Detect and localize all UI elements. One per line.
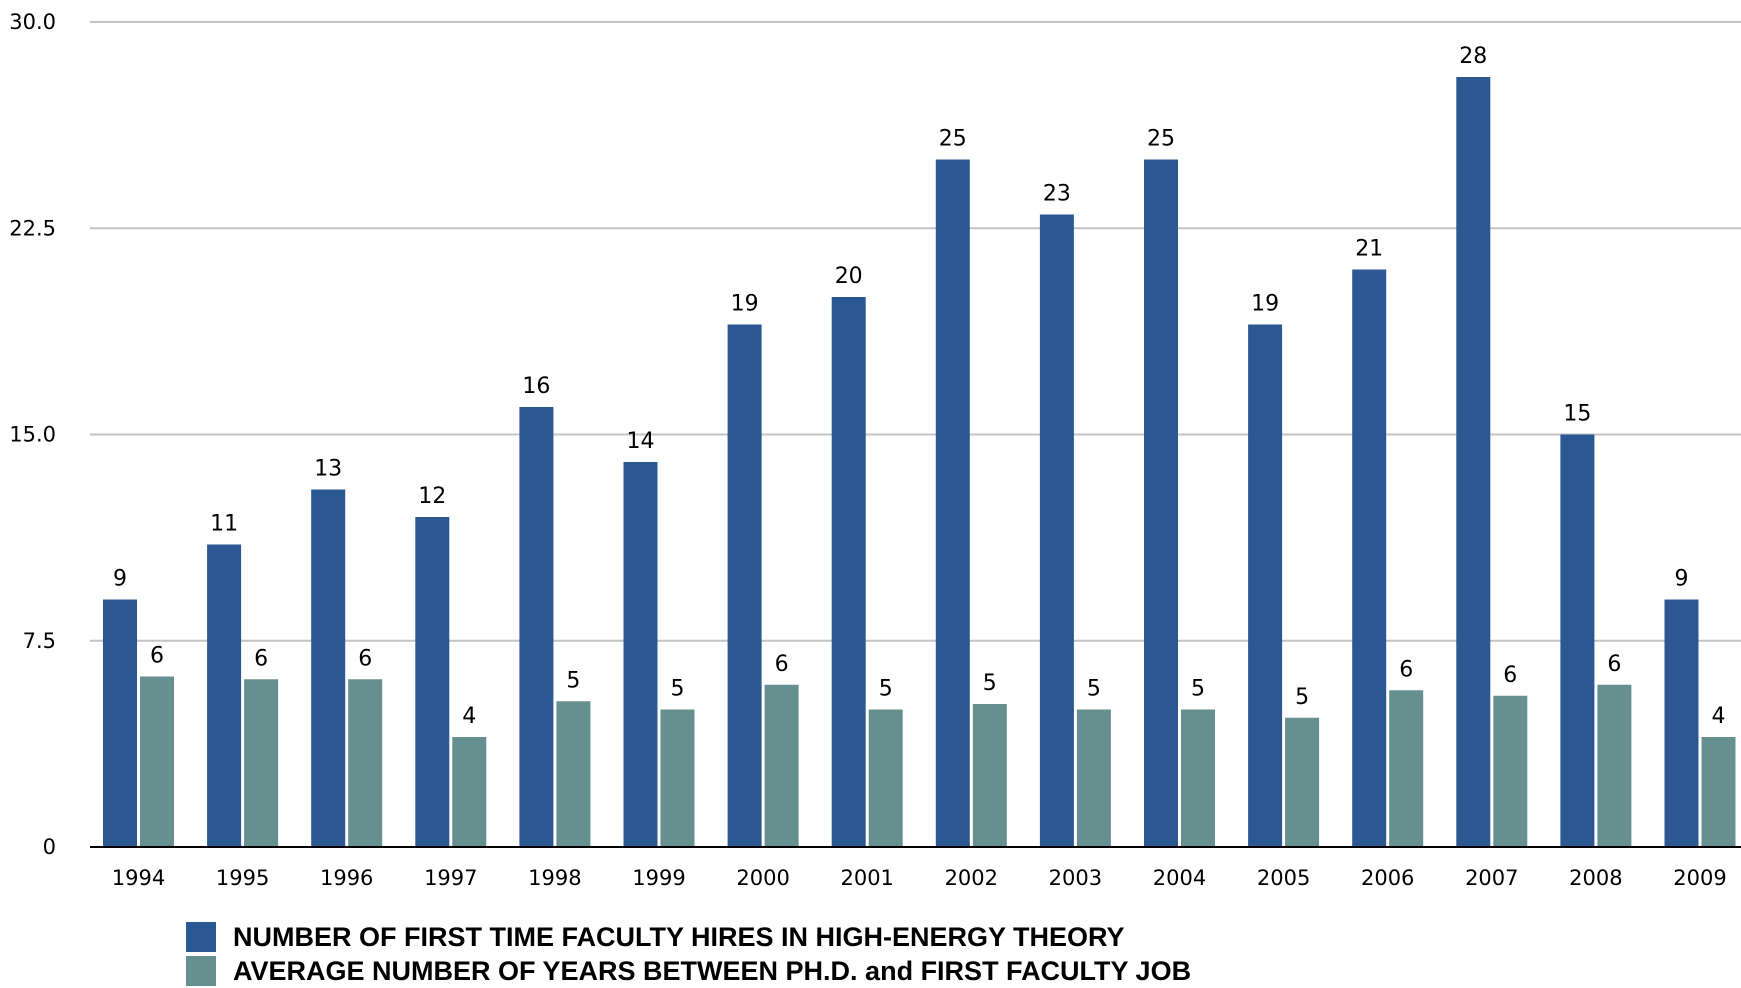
data-label: 25: [939, 127, 967, 152]
bar-hires-2002: [935, 159, 970, 847]
x-tick-label: 1998: [528, 866, 581, 890]
bar-hires-1997: [415, 517, 450, 847]
data-label: 19: [1251, 292, 1279, 317]
y-tick-label: 7.5: [23, 629, 56, 653]
data-label: 9: [113, 567, 127, 592]
bar-hires-2009: [1664, 599, 1699, 847]
data-label: 11: [210, 512, 238, 537]
x-tick-label: 1994: [112, 866, 165, 890]
data-label: 5: [983, 671, 997, 696]
data-label: 13: [314, 457, 342, 482]
data-label: 21: [1355, 237, 1383, 262]
bar-hires-2003: [1039, 214, 1074, 847]
bar-hires-2008: [1560, 434, 1595, 847]
data-label: 5: [1295, 685, 1309, 710]
bar-years-2004: [1181, 709, 1215, 847]
data-label: 5: [1191, 677, 1205, 702]
data-label: 28: [1459, 44, 1487, 69]
bar-years-1994: [140, 676, 174, 847]
data-label: 9: [1675, 567, 1689, 592]
legend-label-years: AVERAGE NUMBER OF YEARS BETWEEN PH.D. an…: [233, 955, 1192, 986]
data-label: 6: [358, 646, 372, 671]
data-label: 5: [671, 677, 685, 702]
legend: NUMBER OF FIRST TIME FACULTY HIRES IN HI…: [186, 920, 1191, 988]
bar-hires-1994: [103, 599, 137, 847]
x-tick-label: 2007: [1465, 866, 1518, 890]
bar-hires-2006: [1352, 269, 1387, 847]
y-tick-label: 22.5: [9, 216, 56, 240]
bar-years-1998: [556, 701, 591, 847]
x-tick-label: 2001: [840, 866, 893, 890]
y-tick-label: 30.0: [9, 10, 56, 34]
data-label: 4: [1712, 704, 1726, 729]
x-tick-label: 2003: [1049, 866, 1102, 890]
bar-years-2008: [1597, 684, 1632, 847]
x-tick-label: 1997: [424, 866, 477, 890]
bar-years-2000: [764, 684, 799, 847]
bar-years-2009: [1701, 737, 1736, 847]
data-label: 5: [879, 677, 893, 702]
x-tick-label: 2002: [945, 866, 998, 890]
legend-item-hires: NUMBER OF FIRST TIME FACULTY HIRES IN HI…: [186, 920, 1191, 954]
y-tick-label: 15.0: [9, 423, 56, 447]
bar-years-2005: [1285, 717, 1320, 847]
bar-years-2006: [1389, 690, 1424, 847]
bar-years-1999: [660, 709, 695, 847]
x-tick-label: 2004: [1153, 866, 1206, 890]
data-label: 20: [835, 264, 863, 289]
bar-hires-1996: [311, 489, 346, 847]
data-label: 5: [566, 668, 580, 693]
x-axis-ticks: 1994 1995 1996 1997 1998 1999 2000 2001 2002 2003…: [112, 866, 1727, 890]
bar-years-1997: [452, 737, 487, 847]
data-label: 16: [522, 374, 550, 399]
bar-years-1996: [348, 679, 383, 847]
legend-label-hires: NUMBER OF FIRST TIME FACULTY HIRES IN HI…: [233, 921, 1125, 952]
x-tick-label: 2000: [736, 866, 789, 890]
x-tick-label: 1995: [216, 866, 269, 890]
x-tick-label: 2008: [1569, 866, 1622, 890]
x-tick-label: 1999: [632, 866, 685, 890]
bar-hires-2000: [727, 324, 762, 847]
data-label: 6: [1503, 663, 1517, 688]
legend-item-years: AVERAGE NUMBER OF YEARS BETWEEN PH.D. an…: [186, 954, 1191, 988]
bar-hires-2004: [1144, 159, 1178, 847]
bar-chart: 0 7.5 15.0 22.5 30.0 9 6 11 6 13 6 12 4 16 5 14 5 19 6 20 5…: [9, 10, 1741, 890]
x-tick-label: 2005: [1257, 866, 1310, 890]
data-label: 6: [254, 646, 268, 671]
y-tick-label: 0: [43, 835, 56, 859]
bar-years-2002: [972, 704, 1007, 847]
data-labels: 9 6 11 6 13 6 12 4 16 5 14 5 19 6 20 5 25 5 23 5 25 5 19 5 21 6 28…: [113, 44, 1726, 729]
bar-hires-1995: [207, 544, 242, 847]
y-axis-ticks: 0 7.5 15.0 22.5 30.0: [9, 10, 56, 859]
bar-years-1995: [244, 679, 279, 847]
bar-years-2007: [1493, 695, 1528, 847]
bar-hires-2001: [831, 297, 866, 847]
data-label: 25: [1147, 127, 1175, 152]
x-tick-label: 1996: [320, 866, 373, 890]
data-label: 6: [1399, 657, 1413, 682]
bars: [103, 77, 1736, 847]
data-label: 6: [150, 644, 164, 669]
bar-hires-2007: [1456, 77, 1491, 847]
legend-swatch-years: [186, 956, 216, 986]
data-label: 5: [1087, 677, 1101, 702]
bar-hires-1998: [519, 407, 554, 847]
data-label: 6: [775, 652, 789, 677]
legend-swatch-hires: [186, 922, 216, 952]
data-label: 19: [731, 292, 759, 317]
data-label: 4: [462, 704, 476, 729]
bar-hires-2005: [1248, 324, 1283, 847]
data-label: 12: [418, 484, 446, 509]
bar-hires-1999: [623, 462, 658, 847]
data-label: 23: [1043, 182, 1071, 207]
data-label: 15: [1563, 402, 1591, 427]
bar-years-2003: [1076, 709, 1111, 847]
x-tick-label: 2009: [1673, 866, 1726, 890]
bar-years-2001: [868, 709, 903, 847]
data-label: 6: [1607, 652, 1621, 677]
data-label: 14: [627, 429, 655, 454]
x-tick-label: 2006: [1361, 866, 1414, 890]
